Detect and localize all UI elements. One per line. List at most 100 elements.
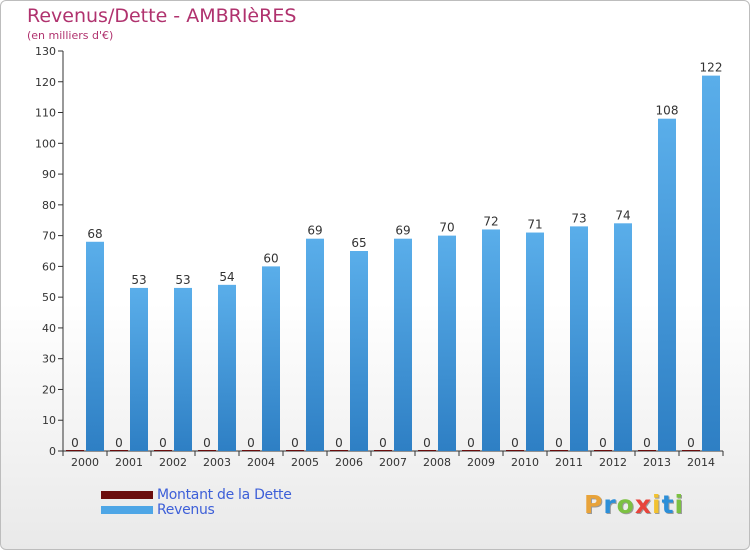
data-label-dette: 0 [467, 436, 475, 450]
y-tick-label: 130 [35, 45, 56, 58]
data-label-revenus: 74 [615, 208, 630, 222]
data-label-dette: 0 [555, 436, 563, 450]
data-label-revenus: 69 [307, 224, 322, 238]
x-tick-label: 2010 [511, 456, 539, 469]
bar-revenus [394, 238, 412, 451]
data-label-revenus: 53 [131, 273, 146, 287]
x-tick-label: 2000 [71, 456, 99, 469]
y-tick-label: 30 [42, 353, 56, 366]
bar-revenus [350, 251, 368, 451]
y-tick-label: 50 [42, 291, 56, 304]
bar-dette [506, 450, 524, 451]
bar-revenus [262, 266, 280, 451]
proxiti-logo: Proxiti [584, 490, 684, 519]
x-tick-label: 2003 [203, 456, 231, 469]
x-tick-label: 2013 [643, 456, 671, 469]
bar-dette [682, 450, 700, 451]
x-tick-label: 2004 [247, 456, 275, 469]
bar-revenus [570, 226, 588, 451]
legend-label-dette: Montant de la Dette [157, 487, 292, 503]
y-tick-label: 110 [35, 107, 56, 120]
data-label-revenus: 68 [87, 227, 102, 241]
data-label-revenus: 65 [351, 236, 366, 250]
bar-revenus [702, 75, 720, 451]
data-label-dette: 0 [115, 436, 123, 450]
bar-dette [374, 450, 392, 451]
x-tick-label: 2008 [423, 456, 451, 469]
data-label-revenus: 53 [175, 273, 190, 287]
x-tick-label: 2007 [379, 456, 407, 469]
y-tick-label: 70 [42, 230, 56, 243]
x-tick-label: 2001 [115, 456, 143, 469]
bar-revenus [526, 232, 544, 451]
x-tick-label: 2014 [687, 456, 715, 469]
data-label-dette: 0 [71, 436, 79, 450]
data-label-dette: 0 [643, 436, 651, 450]
bar-revenus [174, 287, 192, 451]
bar-dette [242, 450, 260, 451]
bar-revenus [306, 238, 324, 451]
data-label-dette: 0 [335, 436, 343, 450]
y-tick-label: 120 [35, 76, 56, 89]
logo-letter: i [652, 490, 662, 519]
data-label-dette: 0 [599, 436, 607, 450]
bar-dette [594, 450, 612, 451]
bar-dette [286, 450, 304, 451]
bar-revenus [86, 241, 104, 451]
bar-dette [550, 450, 568, 451]
y-tick-label: 100 [35, 137, 56, 150]
bar-dette [462, 450, 480, 451]
data-label-revenus: 122 [700, 61, 723, 75]
data-label-revenus: 60 [263, 251, 278, 265]
bar-revenus [218, 284, 236, 451]
bar-dette [110, 450, 128, 451]
bar-dette [198, 450, 216, 451]
y-tick-label: 20 [42, 383, 56, 396]
legend-swatch-revenus [101, 506, 153, 514]
data-label-dette: 0 [291, 436, 299, 450]
data-label-dette: 0 [379, 436, 387, 450]
y-tick-label: 10 [42, 414, 56, 427]
chart-title: Revenus/Dette - AMBRIèRES [27, 5, 297, 27]
data-label-dette: 0 [203, 436, 211, 450]
data-label-revenus: 69 [395, 224, 410, 238]
logo-letter: P [584, 490, 604, 519]
bar-revenus [658, 118, 676, 451]
x-tick-label: 2006 [335, 456, 363, 469]
data-label-revenus: 108 [656, 104, 679, 118]
y-tick-label: 0 [49, 445, 56, 458]
data-label-dette: 0 [423, 436, 431, 450]
x-tick-label: 2009 [467, 456, 495, 469]
bar-revenus [614, 223, 632, 451]
logo-letter: t [661, 490, 675, 519]
x-tick-label: 2002 [159, 456, 187, 469]
logo-letter: x [634, 490, 652, 519]
logo-letter: o [616, 490, 635, 519]
y-tick-label: 60 [42, 260, 56, 273]
data-label-revenus: 73 [571, 211, 586, 225]
data-label-dette: 0 [511, 436, 519, 450]
bar-dette [330, 450, 348, 451]
bar-dette [638, 450, 656, 451]
data-label-revenus: 71 [527, 218, 542, 232]
data-label-revenus: 72 [483, 214, 498, 228]
y-tick-label: 80 [42, 199, 56, 212]
logo-letter: r [603, 490, 617, 519]
bar-revenus [130, 287, 148, 451]
bar-dette [418, 450, 436, 451]
bar-dette [154, 450, 172, 451]
data-label-revenus: 54 [219, 270, 234, 284]
x-tick-label: 2011 [555, 456, 583, 469]
bar-revenus [438, 235, 456, 451]
x-tick-label: 2005 [291, 456, 319, 469]
chart-subtitle: (en milliers d'€) [27, 29, 114, 42]
y-tick-label: 90 [42, 168, 56, 181]
bar-revenus [482, 229, 500, 451]
data-label-revenus: 70 [439, 221, 454, 235]
bar-dette [66, 450, 84, 451]
legend-swatch-dette [101, 491, 153, 499]
y-tick-label: 40 [42, 322, 56, 335]
x-tick-label: 2012 [599, 456, 627, 469]
data-label-dette: 0 [247, 436, 255, 450]
